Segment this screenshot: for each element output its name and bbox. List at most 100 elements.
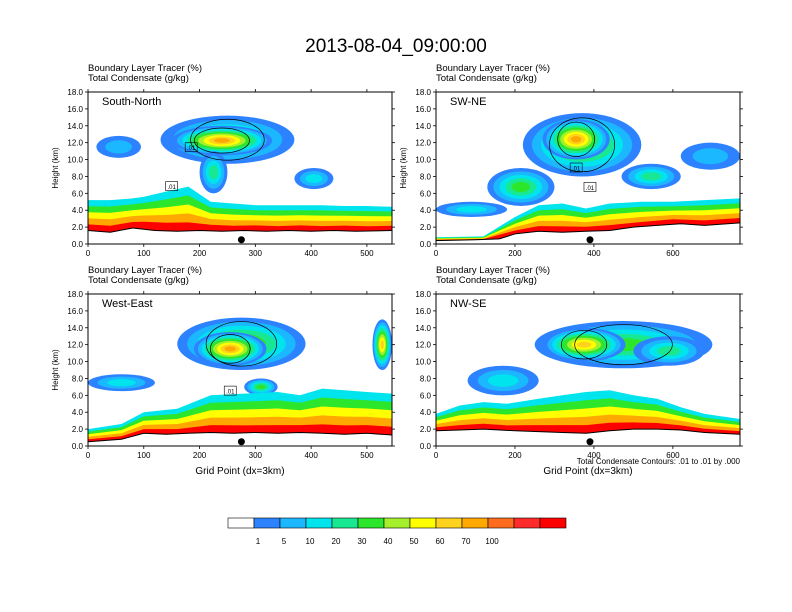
y-tick-label: 6.0 bbox=[72, 391, 84, 400]
colorbar-label: 30 bbox=[358, 537, 367, 546]
y-tick-label: 14.0 bbox=[415, 122, 431, 131]
terrain-line bbox=[88, 431, 392, 443]
fill-label: Boundary Layer Tracer (%) bbox=[436, 265, 550, 276]
colorbar-swatch bbox=[539, 517, 567, 529]
colorbar-swatch bbox=[513, 517, 541, 529]
y-tick-label: 16.0 bbox=[415, 105, 431, 114]
x-tick-label: 500 bbox=[360, 249, 374, 258]
contour-tag: .01 bbox=[167, 185, 176, 191]
field-blob-5 bbox=[641, 172, 662, 181]
contour-tag-box bbox=[184, 142, 198, 153]
x-tick-label: 0 bbox=[434, 451, 439, 460]
x-axis-label: Grid Point (dx=3km) bbox=[543, 466, 632, 477]
y-tick-label: 6.0 bbox=[420, 391, 432, 400]
y-tick-label: 0.0 bbox=[420, 442, 432, 451]
colorbar-swatch bbox=[331, 517, 359, 529]
y-tick-label: 0.0 bbox=[72, 442, 84, 451]
y-axis-label: Height (km) bbox=[51, 349, 60, 391]
plot-frame bbox=[435, 91, 741, 245]
colorbar-swatch bbox=[305, 517, 333, 529]
contour-tag: .01 bbox=[226, 390, 235, 396]
colorbar-swatch bbox=[383, 517, 411, 529]
x-tick-label: 200 bbox=[508, 451, 522, 460]
condensate-contour bbox=[205, 321, 278, 367]
location-marker bbox=[237, 236, 245, 244]
plot-frame bbox=[87, 91, 393, 245]
condensate-contour bbox=[193, 127, 250, 154]
terrain-fill bbox=[88, 228, 392, 244]
y-tick-label: 16.0 bbox=[67, 105, 83, 114]
y-tick-label: 12.0 bbox=[67, 139, 83, 148]
colorbar-swatch bbox=[279, 517, 307, 529]
figure-title: 2013-08-04_09:00:00 bbox=[305, 36, 487, 57]
y-tick-label: 8.0 bbox=[420, 172, 432, 181]
panel-1: .01 .01 0.0 2.0 4.0 6.0 8.0 10.0 12.0 14.0 16.0 18.… bbox=[399, 63, 743, 258]
plot-frame bbox=[87, 293, 393, 447]
plot-frame bbox=[435, 293, 741, 447]
colorbar-label: 50 bbox=[410, 537, 419, 546]
contour-tag-box bbox=[583, 182, 597, 192]
y-tick-label: 8.0 bbox=[72, 374, 84, 383]
colorbar-label: 60 bbox=[436, 537, 445, 546]
terrain-fill bbox=[436, 429, 740, 446]
y-tick-label: 18.0 bbox=[67, 88, 83, 97]
y-tick-label: 4.0 bbox=[420, 408, 432, 417]
y-tick-label: 16.0 bbox=[67, 307, 83, 316]
condensate-contour bbox=[190, 118, 265, 161]
colorbar-swatch bbox=[435, 517, 463, 529]
panel-field-0: .01 .01 bbox=[88, 115, 392, 244]
x-tick-label: 200 bbox=[193, 451, 207, 460]
x-tick-label: 400 bbox=[587, 249, 601, 258]
field-blob-3 bbox=[657, 346, 681, 356]
field-blob-2 bbox=[107, 379, 136, 387]
y-tick-label: 4.0 bbox=[72, 206, 84, 215]
y-tick-label: 2.0 bbox=[72, 425, 84, 434]
y-tick-label: 4.0 bbox=[72, 408, 84, 417]
contour-tag-box bbox=[569, 162, 583, 173]
panel-label: NW-SE bbox=[450, 298, 486, 310]
field-blob-4 bbox=[256, 384, 266, 390]
y-tick-label: 10.0 bbox=[415, 156, 431, 165]
colorbar-swatch bbox=[461, 517, 489, 529]
x-axis-label: Grid Point (dx=3km) bbox=[195, 466, 284, 477]
y-tick-label: 14.0 bbox=[67, 324, 83, 333]
x-tick-label: 0 bbox=[86, 249, 91, 258]
y-tick-label: 14.0 bbox=[67, 122, 83, 131]
x-tick-label: 600 bbox=[666, 451, 680, 460]
field-blob-3 bbox=[456, 206, 487, 213]
condensate-contour bbox=[574, 324, 673, 366]
colorbar-label: 100 bbox=[485, 537, 499, 546]
y-tick-label: 0.0 bbox=[72, 240, 84, 249]
panel-3: 0.0 2.0 4.0 6.0 8.0 10.0 12.0 14.0 16.0 18.0 0 200 4… bbox=[415, 265, 743, 477]
terrain-line bbox=[436, 428, 740, 435]
y-tick-label: 14.0 bbox=[415, 324, 431, 333]
field-blob-4 bbox=[305, 174, 323, 184]
contour-label: Total Condensate (g/kg) bbox=[436, 73, 537, 84]
colorbar: 1 5 10 20 30 40 50 60 70 100 bbox=[227, 517, 567, 546]
colorbar-label: 1 bbox=[256, 537, 261, 546]
colorbar-swatch bbox=[357, 517, 385, 529]
condensate-contour bbox=[560, 329, 608, 360]
colorbar-swatch bbox=[227, 517, 255, 529]
colorbar-label: 5 bbox=[282, 537, 287, 546]
condensate-contour bbox=[209, 334, 251, 364]
location-marker bbox=[237, 438, 245, 446]
location-marker bbox=[586, 438, 594, 446]
colorbar-label: 20 bbox=[332, 537, 341, 546]
y-tick-label: 12.0 bbox=[415, 139, 431, 148]
terrain-line bbox=[436, 222, 740, 242]
panel-label: West-East bbox=[102, 298, 153, 310]
x-tick-label: 0 bbox=[86, 451, 91, 460]
y-axis-label: Height (km) bbox=[399, 147, 408, 189]
field-blob-3 bbox=[208, 165, 219, 180]
field-blob-3 bbox=[380, 340, 384, 350]
y-tick-label: 10.0 bbox=[67, 358, 83, 367]
x-tick-label: 400 bbox=[304, 249, 318, 258]
y-tick-label: 18.0 bbox=[67, 290, 83, 299]
field-blob-4 bbox=[692, 148, 729, 165]
field-blob-2 bbox=[105, 140, 133, 154]
panel-label: South-North bbox=[102, 96, 161, 108]
y-tick-label: 18.0 bbox=[415, 290, 431, 299]
x-tick-label: 100 bbox=[137, 451, 151, 460]
